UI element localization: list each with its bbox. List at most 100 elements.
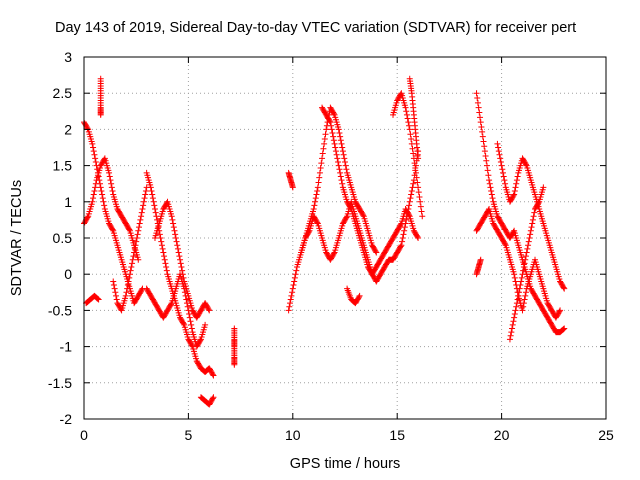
data-point [291,278,298,285]
data-point [175,249,182,256]
data-point [316,169,323,176]
data-point [495,144,502,151]
data-point [330,137,337,144]
data-point [169,216,176,223]
data-point [90,195,97,202]
data-point [414,179,421,186]
series-track-q [344,285,363,307]
data-point [529,220,536,227]
data-point [287,296,294,303]
data-point [474,99,481,106]
data-point [125,278,132,285]
data-point [475,104,482,111]
data-point [408,136,415,143]
data-point [106,173,113,180]
data-point [95,296,102,303]
data-point [170,224,177,231]
data-point [337,133,344,140]
data-point [513,180,520,187]
data-point [513,303,520,310]
data-point [360,212,367,219]
data-point [347,204,354,211]
data-point [509,325,516,332]
data-point [168,213,175,220]
data-point [331,140,338,147]
data-point [527,227,534,234]
data-point [495,148,502,155]
data-point [511,191,518,198]
data-point [402,220,409,227]
data-point [209,371,216,378]
data-point [338,140,345,147]
data-point [508,329,515,336]
data-point [477,256,484,263]
data-point [333,151,340,158]
data-point [560,326,567,333]
data-point [186,311,193,318]
data-point [138,209,145,216]
data-point [328,122,335,129]
data-point [288,292,295,299]
data-point [286,303,293,310]
y-tick-label: 2 [64,121,72,137]
data-point [419,213,426,220]
y-tick-label: -0.5 [48,302,72,318]
axis-ticks: 0 5 10 15 20 25 -2 -1.5 -1 -0.5 0 0.5 1 1.5 2 2.5 3 [48,49,614,443]
data-point [123,289,130,296]
data-point [113,292,120,299]
data-point [124,285,131,292]
data-point [511,274,518,281]
data-point [91,187,98,194]
data-point [113,296,120,303]
data-point [127,267,134,274]
data-point [418,208,425,215]
data-point [525,242,532,249]
data-point [158,242,165,249]
data-point [84,214,91,221]
data-point [337,173,344,180]
data-point [489,195,496,202]
data-point [408,191,415,198]
data-point [407,131,414,138]
x-tick-label: 10 [285,427,301,443]
x-tick-label: 20 [494,427,510,443]
data-point [90,144,97,151]
data-point [179,271,186,278]
data-point [521,260,528,267]
data-point [330,133,337,140]
series-track-o [390,90,426,220]
data-point [289,285,296,292]
x-tick-label: 15 [389,427,405,443]
data-point [341,155,348,162]
data-point [528,224,535,231]
data-point [152,209,159,216]
data-point [316,174,323,181]
data-point [406,202,413,209]
data-point [521,296,528,303]
data-point [109,187,116,194]
data-point [519,307,526,314]
data-point [142,191,149,198]
data-point [180,320,187,327]
data-point [516,285,523,292]
data-point [479,128,486,135]
data-point [168,301,174,308]
data-point [89,198,96,205]
data-point [515,292,522,299]
data-point [318,160,325,167]
series-track-c [83,292,102,307]
data-point [321,136,328,143]
data-point [94,295,101,302]
data-point [186,314,193,321]
data-point [499,166,506,173]
series-track-m [298,104,380,256]
data-point [520,303,527,310]
data-point [134,231,141,238]
data-point [310,206,317,213]
data-point [108,184,115,191]
y-tick-label: 1.5 [53,158,73,174]
data-point [513,177,520,184]
data-point [557,307,564,314]
data-point [511,311,518,318]
